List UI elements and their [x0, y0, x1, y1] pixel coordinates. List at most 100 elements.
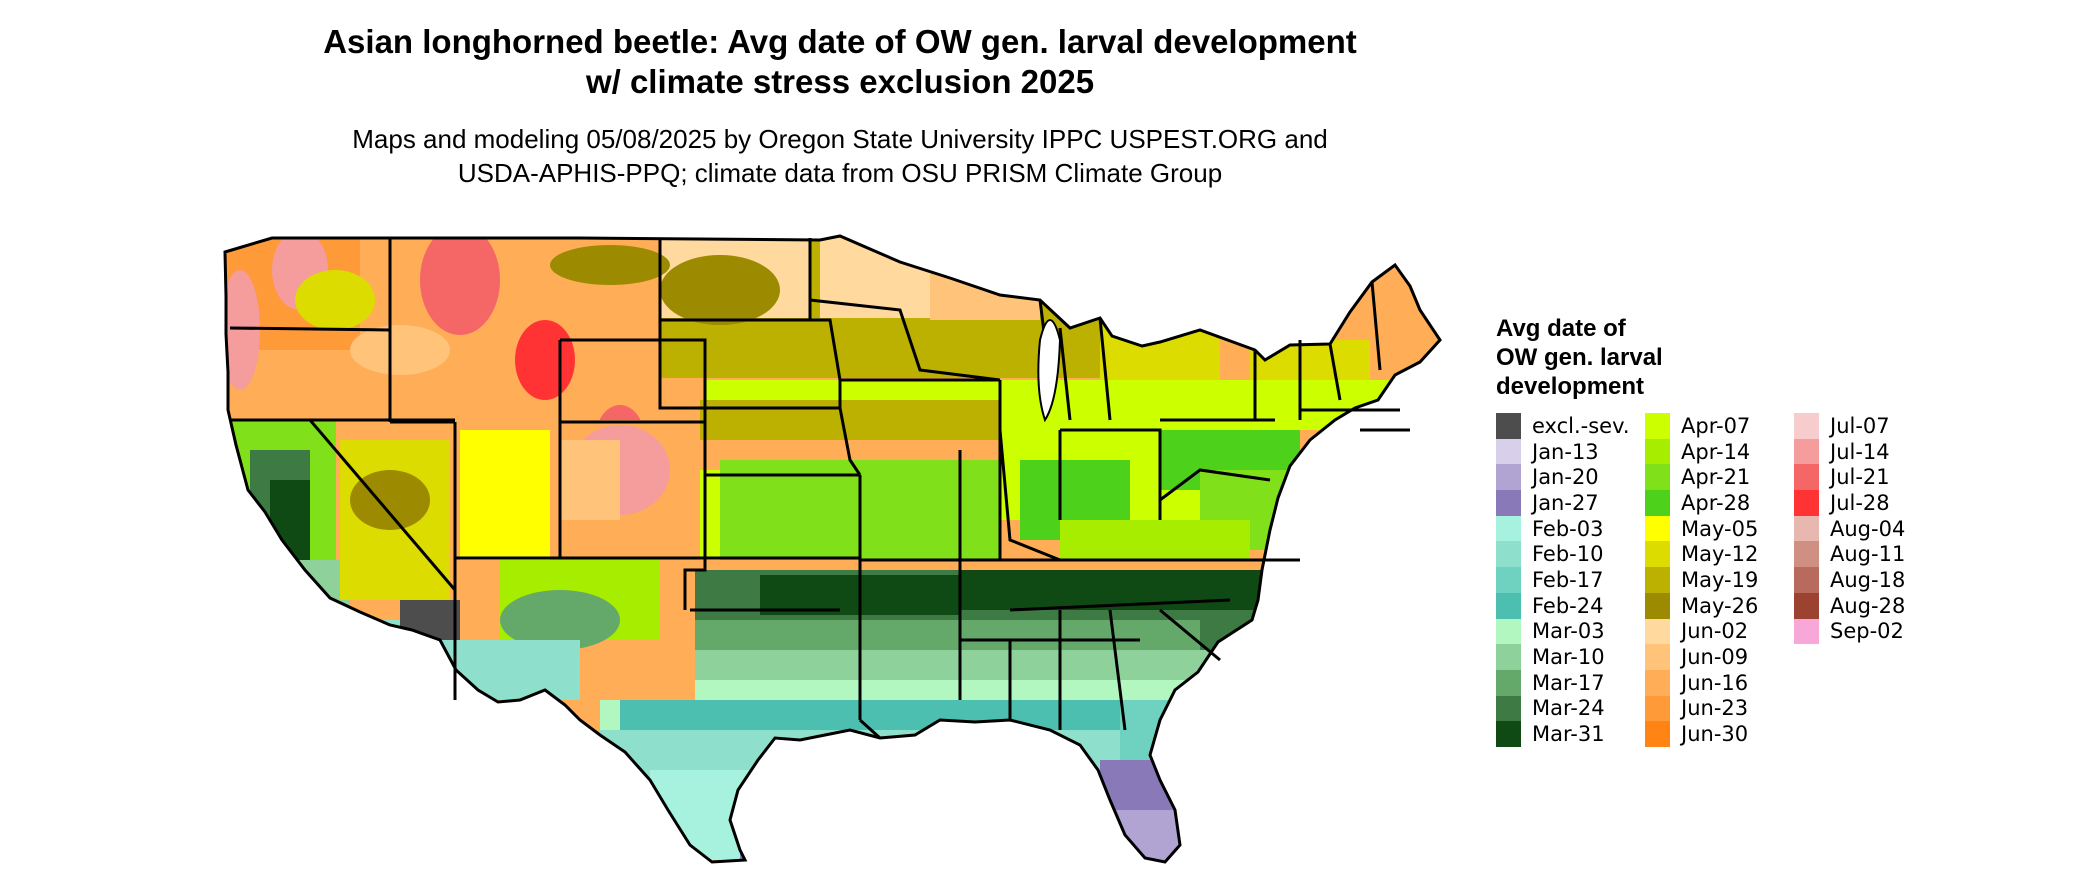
- map-title: Asian longhorned beetle: Avg date of OW …: [250, 22, 1430, 102]
- legend-title-line-3: development: [1496, 373, 1645, 400]
- legend-label: Aug-11: [1830, 542, 1906, 567]
- legend-item: Jun-09: [1645, 644, 1758, 670]
- legend-swatch: [1645, 567, 1670, 593]
- lake-michigan: [1037, 319, 1062, 423]
- legend-column: excl.-sev. Jan-13 Jan-20 Jan-27 Feb-03 Feb-10…: [1496, 413, 1630, 747]
- legend-item: Apr-21: [1645, 464, 1758, 491]
- legend-label: Feb-17: [1532, 567, 1604, 592]
- legend-item: Feb-10: [1496, 541, 1630, 568]
- legend-label: May-12: [1681, 542, 1759, 567]
- legend-label: Feb-10: [1532, 542, 1604, 567]
- legend-column: Jul-07 Jul-14 Jul-21 Jul-28 Aug-04 Aug-11 Aug-…: [1794, 413, 1906, 645]
- legend-label: Jan-20: [1532, 465, 1599, 490]
- legend-swatch: [1496, 695, 1521, 722]
- legend-swatch: [1645, 413, 1670, 439]
- legend-label: May-26: [1681, 593, 1759, 618]
- legend-label: Jul-21: [1830, 465, 1890, 490]
- legend-swatch: [1496, 490, 1521, 516]
- legend-swatch: [1496, 644, 1521, 670]
- map-subtitle-line-2: USDA-APHIS-PPQ; climate data from OSU PR…: [457, 158, 1223, 188]
- legend-item: Mar-10: [1496, 644, 1630, 670]
- legend-swatch: [1645, 515, 1670, 542]
- legend-swatch: [1645, 644, 1670, 670]
- legend-item: May-05: [1645, 515, 1759, 542]
- legend-swatch: [1496, 413, 1521, 439]
- legend-swatch: [1496, 567, 1521, 593]
- legend-label: Apr-07: [1681, 413, 1751, 438]
- legend-swatch: [1794, 515, 1819, 542]
- legend-swatch: [1794, 438, 1819, 465]
- legend-label: Jun-30: [1681, 722, 1749, 747]
- legend-swatch: [1794, 592, 1819, 619]
- legend-item: Sep-02: [1794, 618, 1905, 645]
- map-subtitle-line-1: Maps and modeling 05/08/2025 by Oregon S…: [352, 124, 1328, 154]
- legend-swatch: [1496, 464, 1521, 491]
- legend-label: Jul-07: [1830, 413, 1890, 438]
- legend-swatch: [1794, 567, 1819, 593]
- map-legend: Avg date of OW gen. larval development e…: [1496, 314, 1966, 813]
- legend-item: Aug-04: [1794, 515, 1906, 542]
- legend-label: Mar-17: [1532, 670, 1605, 695]
- legend-title-line-1: Avg date of: [1496, 315, 1626, 342]
- legend-swatch: [1645, 464, 1670, 491]
- legend-swatch: [1794, 541, 1819, 568]
- legend-item: excl.-sev.: [1496, 413, 1630, 439]
- legend-item: Jun-02: [1645, 618, 1758, 645]
- legend-swatch: [1645, 695, 1670, 722]
- legend-item: Apr-14: [1645, 438, 1758, 465]
- legend-swatch: [1645, 438, 1670, 465]
- legend-swatch: [1794, 413, 1819, 439]
- legend-label: Jul-14: [1830, 439, 1890, 464]
- legend-swatch: [1496, 618, 1521, 645]
- legend-title: Avg date of OW gen. larval development: [1496, 314, 1966, 401]
- legend-label: Apr-28: [1681, 490, 1751, 515]
- legend-title-line-2: OW gen. larval: [1496, 344, 1663, 371]
- legend-label: Jun-16: [1681, 670, 1749, 695]
- legend-item: Apr-28: [1645, 490, 1758, 516]
- legend-swatch: [1496, 541, 1521, 568]
- legend-item: Aug-18: [1794, 567, 1905, 593]
- legend-item: May-26: [1645, 592, 1759, 619]
- legend-item: Jul-14: [1794, 438, 1905, 465]
- legend-item: Aug-28: [1794, 592, 1905, 619]
- legend-swatch: [1496, 721, 1521, 747]
- legend-item: Jun-30: [1645, 721, 1758, 747]
- legend-swatch: [1645, 669, 1670, 696]
- legend-swatch: [1794, 490, 1819, 516]
- legend-swatch: [1645, 541, 1670, 568]
- legend-swatch: [1794, 618, 1819, 645]
- legend-item: Aug-11: [1794, 541, 1906, 568]
- map-subtitle: Maps and modeling 05/08/2025 by Oregon S…: [250, 122, 1430, 190]
- legend-label: Apr-14: [1681, 439, 1751, 464]
- legend-label: Jun-02: [1681, 619, 1749, 644]
- legend-label: May-05: [1681, 516, 1759, 541]
- legend-label: Jan-13: [1532, 439, 1599, 464]
- legend-swatch: [1496, 669, 1521, 696]
- legend-item: Feb-24: [1496, 592, 1630, 619]
- legend-item: Mar-31: [1496, 721, 1630, 747]
- legend-label: Aug-18: [1830, 567, 1906, 592]
- legend-item: May-19: [1645, 567, 1758, 593]
- legend-column: Apr-07 Apr-14 Apr-21 Apr-28 May-05 May-12 May-…: [1645, 413, 1758, 747]
- legend-label: Aug-04: [1830, 516, 1906, 541]
- legend-label: Apr-21: [1681, 465, 1751, 490]
- legend-item: Feb-03: [1496, 515, 1630, 542]
- legend-swatch: [1645, 490, 1670, 516]
- us-map: [223, 234, 1442, 864]
- legend-label: Mar-10: [1532, 645, 1605, 670]
- legend-item: Feb-17: [1496, 567, 1630, 593]
- legend-label: excl.-sev.: [1532, 413, 1630, 438]
- legend-label: Feb-03: [1532, 516, 1604, 541]
- state-borders: [223, 234, 1442, 864]
- legend-columns: excl.-sev. Jan-13 Jan-20 Jan-27 Feb-03 Feb-10…: [1496, 413, 1966, 813]
- legend-swatch: [1794, 464, 1819, 491]
- legend-item: Mar-17: [1496, 669, 1630, 696]
- legend-swatch: [1645, 721, 1670, 747]
- legend-label: Feb-24: [1532, 593, 1604, 618]
- legend-item: Jan-27: [1496, 490, 1630, 516]
- map-title-line-1: Asian longhorned beetle: Avg date of OW …: [323, 23, 1357, 60]
- legend-item: Jul-28: [1794, 490, 1905, 516]
- legend-item: Jan-20: [1496, 464, 1630, 491]
- legend-item: Jul-07: [1794, 413, 1905, 439]
